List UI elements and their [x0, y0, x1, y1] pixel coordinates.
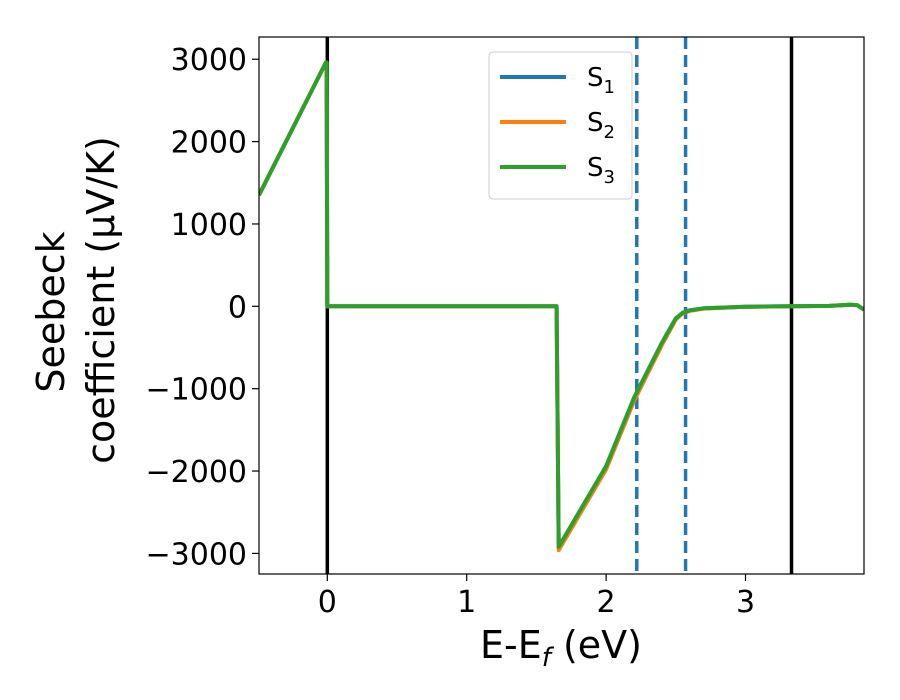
x-axis-label-unit: (eV) [551, 623, 642, 667]
x-tick-label: 1 [457, 585, 476, 620]
legend: S1 S2 S3 [488, 51, 633, 200]
legend-label-s1: S1 [587, 63, 615, 98]
y-tick-label: 3000 [171, 43, 247, 78]
x-axis-ticks: 0 1 2 3 [318, 574, 755, 620]
y-axis-label-line1: Seebeck [29, 231, 73, 392]
y-axis-label-line2: coefficient (μV/K) [79, 136, 123, 464]
series-lines [259, 60, 864, 553]
plot-frame [258, 36, 865, 575]
x-tick-label: 0 [318, 585, 337, 620]
legend-box [488, 51, 633, 200]
legend-label-s3: S3 [587, 153, 615, 188]
x-tick-label: 3 [736, 585, 755, 620]
y-tick-label: −2000 [146, 455, 247, 490]
y-tick-label: −1000 [146, 373, 247, 408]
x-tick-label: 2 [597, 585, 616, 620]
legend-label-s2: S2 [587, 108, 615, 143]
series-line-s3 [259, 60, 864, 549]
y-tick-label: −3000 [146, 537, 247, 572]
y-tick-label: 0 [228, 290, 247, 325]
x-axis-label: E-Ef (eV) [480, 623, 642, 673]
y-tick-label: 1000 [171, 208, 247, 243]
y-tick-label: 2000 [171, 126, 247, 161]
y-axis-ticks: 3000 2000 1000 0 −1000 −2000 −3000 [146, 43, 259, 572]
